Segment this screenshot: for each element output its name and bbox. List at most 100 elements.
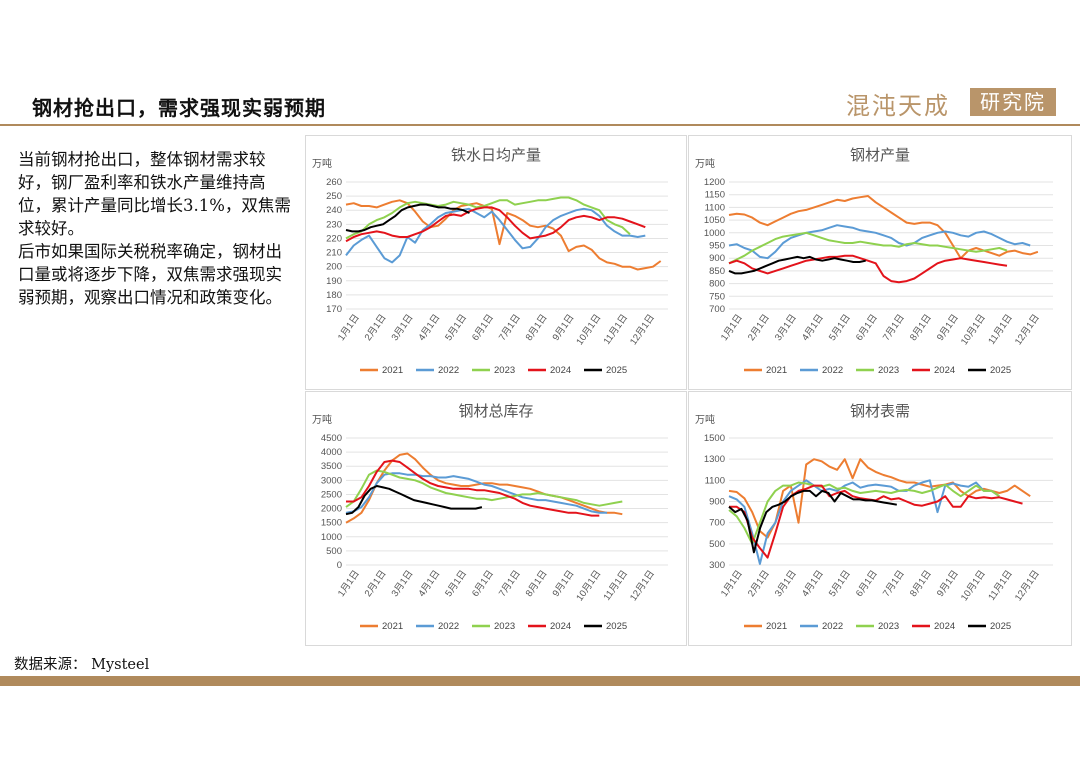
y-tick-label: 220 [326,233,342,244]
y-tick-label: 3500 [321,461,342,472]
legend-label-2024: 2024 [550,365,571,376]
y-tick-label: 4000 [321,447,342,458]
series-line-2021 [345,199,662,271]
legend-label-2022: 2022 [822,365,843,376]
y-tick-label: 900 [709,497,725,508]
legend-label-2021: 2021 [382,365,403,376]
legend-label-2025: 2025 [606,621,627,632]
legend-label-2021: 2021 [766,365,787,376]
x-tick-label: 1月1日 [336,568,362,599]
series-line-2021 [728,195,1039,260]
x-tick-label: 10月1日 [959,312,988,347]
y-unit-label: 万吨 [695,157,715,170]
x-tick-label: 12月1日 [628,568,657,603]
chart-title: 钢材总库存 [458,403,533,420]
data-source: 数据来源： Mysteel [14,657,150,673]
legend-label-2024: 2024 [934,365,955,376]
series-line-2023 [345,196,631,240]
legend-label-2025: 2025 [990,621,1011,632]
y-tick-label: 800 [709,279,725,290]
y-tick-label: 3000 [321,475,342,486]
y-tick-label: 0 [337,560,342,571]
y-tick-label: 2500 [321,489,342,500]
y-tick-label: 500 [326,546,342,557]
x-tick-label: 1月1日 [719,312,745,343]
x-tick-label: 1月1日 [336,312,362,343]
x-tick-label: 3月1日 [390,312,416,343]
x-tick-label: 3月1日 [773,568,799,599]
y-tick-label: 900 [709,253,725,264]
legend-label-2023: 2023 [494,621,515,632]
y-tick-label: 2000 [321,504,342,515]
x-tick-label: 6月1日 [854,312,880,343]
x-tick-label: 5月1日 [443,312,469,343]
y-tick-label: 1200 [704,177,725,188]
header-rule [0,124,1080,126]
x-tick-label: 4月1日 [416,312,442,343]
x-tick-label: 5月1日 [827,312,853,343]
y-tick-label: 4500 [321,433,342,444]
y-tick-label: 240 [326,205,342,216]
series-line-2022 [345,207,646,264]
x-tick-label: 12月1日 [1013,312,1042,347]
y-unit-label: 万吨 [695,413,715,426]
logo-box-text: 研究院 [970,88,1056,116]
chart-steel-inventory: 钢材总库存 万吨 0 500 1000 1500 2000 2500 3000 3500 4000 4… [305,391,687,646]
series-line-2025 [345,485,483,516]
series-line-2024 [728,254,1008,284]
series-line-2025 [345,203,470,233]
x-tick-label: 2月1日 [746,568,772,599]
chart-title: 钢材表需 [850,403,910,420]
x-tick-label: 5月1日 [443,568,469,599]
x-tick-label: 7月1日 [881,312,907,343]
series-line-2022 [728,224,1031,260]
summary-text: 当前钢材抢出口，整体钢材需求较好，钢厂盈利率和铁水产量维持高位，累计产量同比增长… [18,150,291,307]
x-tick-label: 9月1日 [551,568,577,599]
y-tick-label: 1500 [704,433,725,444]
legend-label-2022: 2022 [822,621,843,632]
x-tick-label: 10月1日 [574,568,603,603]
y-tick-label: 850 [709,266,725,277]
x-tick-label: 3月1日 [390,568,416,599]
x-tick-label: 9月1日 [551,312,577,343]
chart-title: 铁水日均产量 [451,147,541,164]
chart-steel-apparent-demand: 钢材表需 万吨 300 500 700 900 1100 1300 1500 1月1日 2月1日 3月… [688,391,1072,646]
x-tick-label: 6月1日 [854,568,880,599]
x-tick-label: 6月1日 [470,568,496,599]
x-tick-label: 7月1日 [881,568,907,599]
chart-title: 钢材产量 [850,147,910,164]
chart-hot-metal-output: 铁水日均产量 万吨 170 180 190 200 210 220 230 240 250 260 1月… [305,135,687,390]
series-line-2024 [346,459,600,517]
y-tick-label: 1100 [705,202,725,213]
x-tick-label: 4月1日 [416,568,442,599]
brand-logo: 混沌天成 研究院 [846,86,1056,120]
y-tick-label: 500 [709,539,725,550]
y-tick-label: 300 [709,560,725,571]
y-tick-label: 1050 [704,215,725,226]
series-line-2022 [345,472,607,514]
series-line-2024 [345,206,646,243]
y-tick-label: 1100 [705,475,725,486]
x-tick-label: 8月1日 [908,312,934,343]
y-tick-label: 1150 [705,190,725,201]
x-tick-label: 7月1日 [497,568,523,599]
x-tick-label: 4月1日 [800,312,826,343]
y-tick-label: 260 [326,177,342,188]
x-tick-label: 11月1日 [986,312,1015,346]
y-tick-label: 1300 [704,454,725,465]
y-tick-label: 700 [709,304,725,315]
y-tick-label: 1000 [321,532,342,543]
y-tick-label: 250 [326,191,342,202]
series-line-2025 [728,489,897,554]
legend-label-2022: 2022 [438,621,459,632]
series-line-2025 [728,255,866,275]
x-tick-label: 7月1日 [497,312,523,343]
series-line-2023 [345,469,623,508]
y-tick-label: 1500 [321,518,342,529]
x-tick-label: 8月1日 [524,568,550,599]
legend-label-2023: 2023 [878,621,899,632]
legend-label-2024: 2024 [934,621,955,632]
x-tick-label: 12月1日 [1013,568,1042,603]
chart-steel-output: 钢材产量 万吨 700 750 800 850 900 950 1000 1050 1100 1150… [688,135,1072,390]
